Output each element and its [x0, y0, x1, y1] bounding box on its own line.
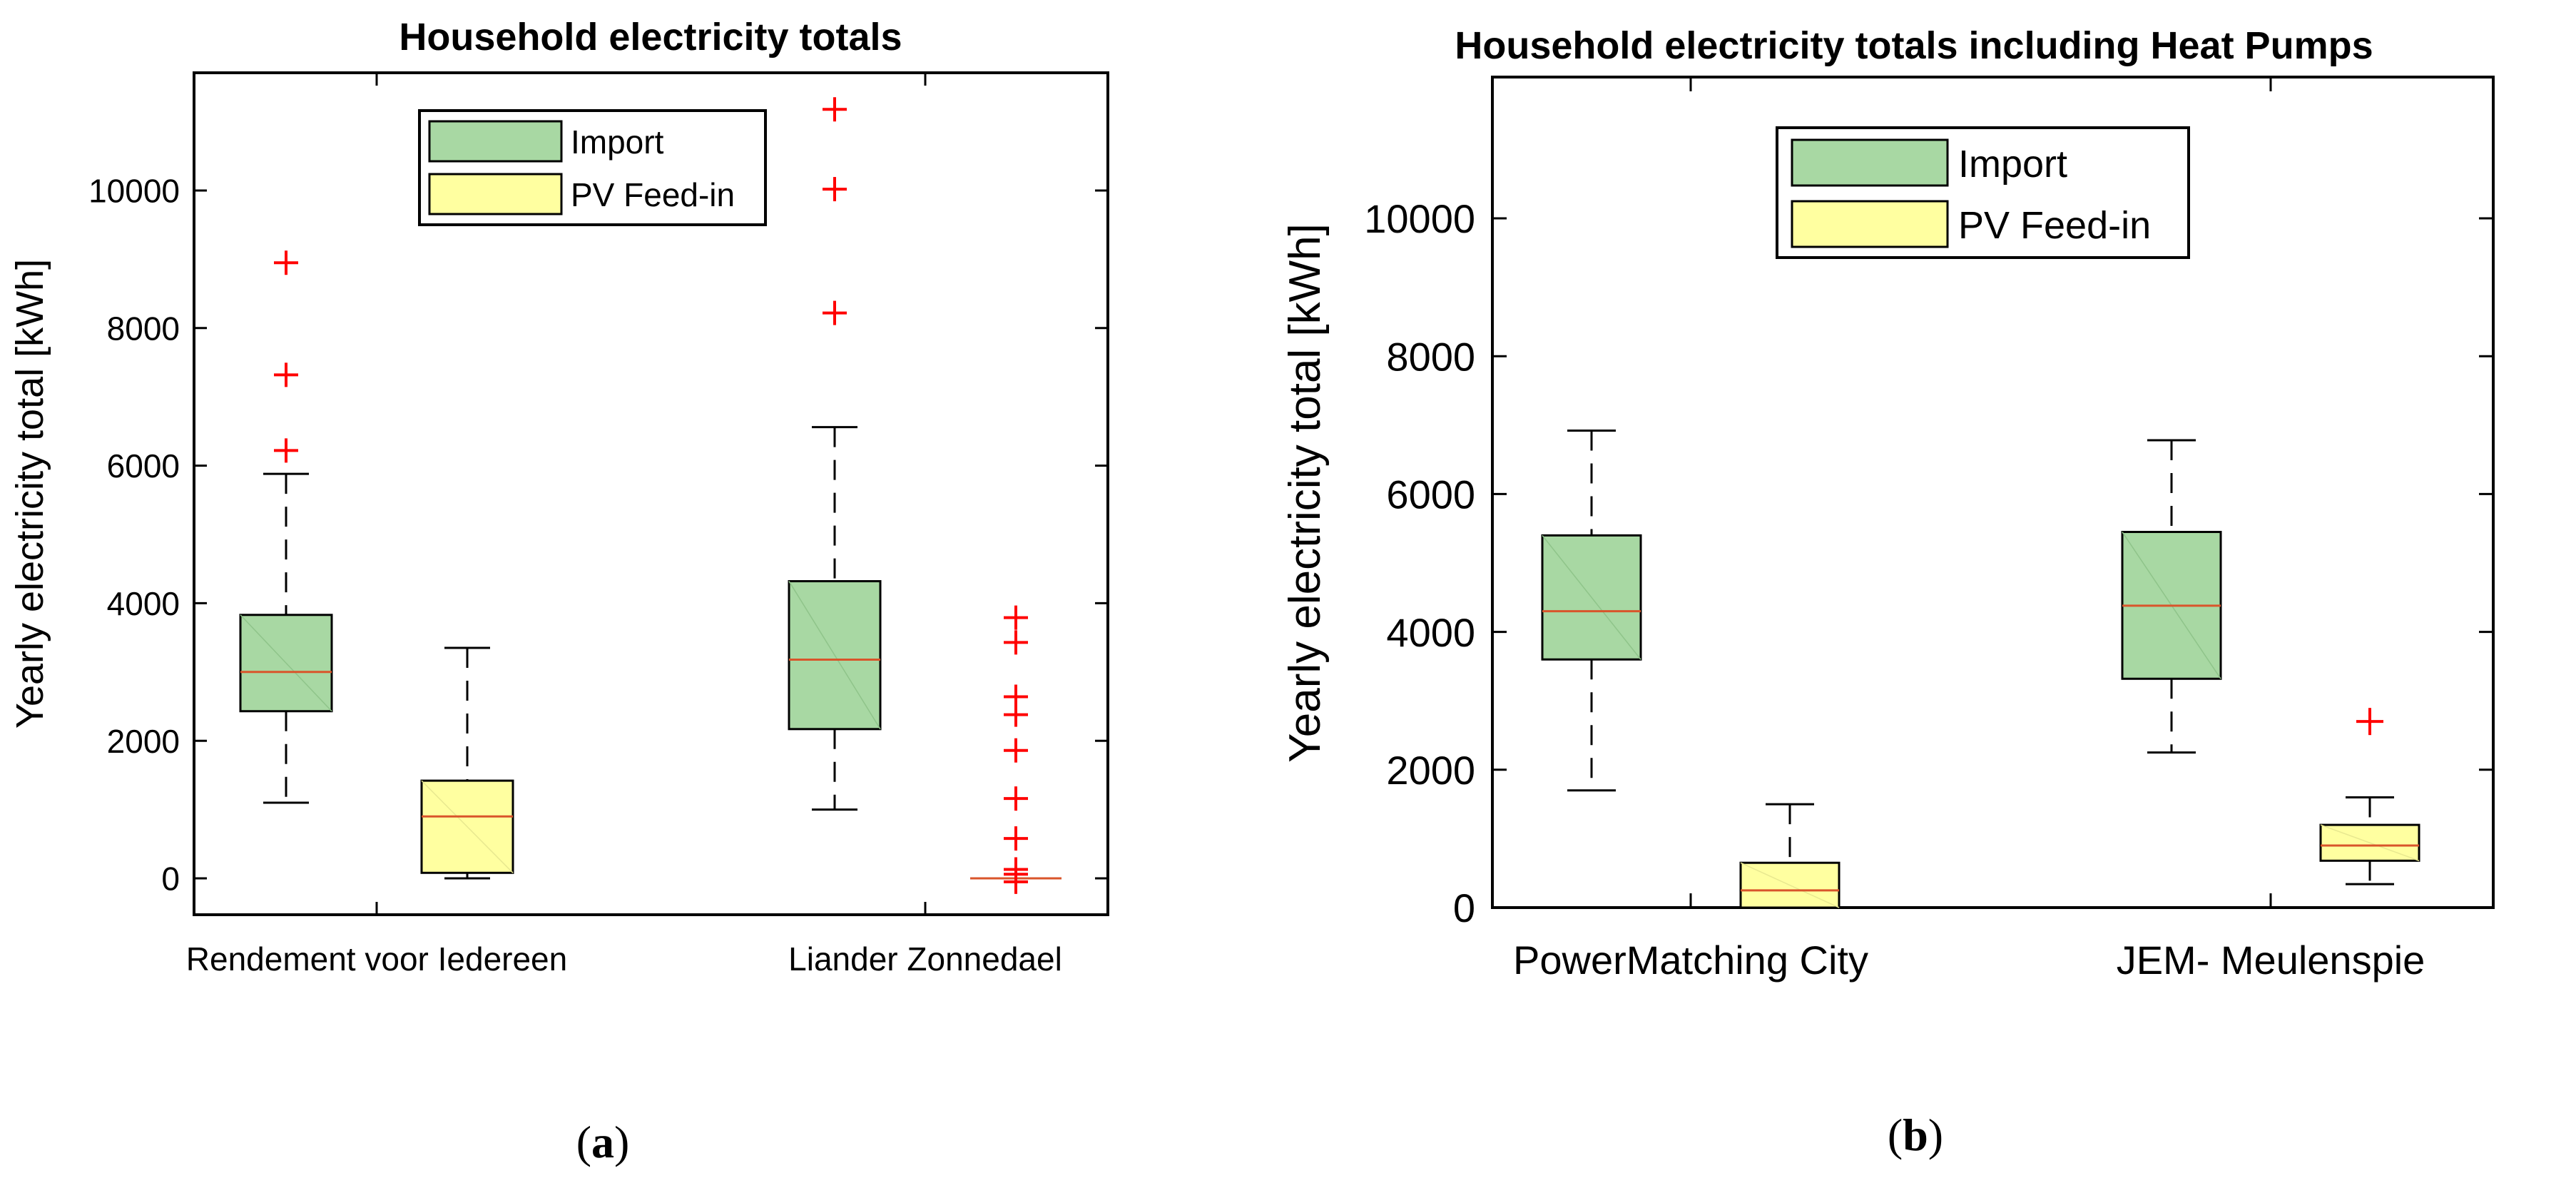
caption-b-close: ) — [1928, 1110, 1943, 1160]
panel-b-import-1-box-diagonal — [1542, 534, 1641, 660]
panel-a-import-1-outlier-2 — [274, 250, 298, 275]
caption-a-letter: a — [591, 1117, 614, 1167]
panel-a-pv-2-outlier-9 — [1004, 605, 1028, 630]
panel-a-pv-2-outlier-3 — [1004, 826, 1028, 851]
panel-a-legend-import-swatch — [428, 120, 563, 163]
panel-b-pv-2-box-diagonal — [2320, 824, 2420, 862]
panel-a-pv-2-outlier-4 — [1004, 786, 1028, 811]
panel-b-y-tick-labels: 0 2000 4000 6000 8000 10000 — [1364, 196, 1475, 930]
caption-b: (b) — [1888, 1110, 1943, 1160]
panel-b-ytick-label-0: 0 — [1453, 885, 1475, 930]
caption-a-open: ( — [576, 1117, 591, 1167]
panel-a-title: Household electricity totals — [399, 16, 902, 59]
panel-a-import-2-outlier-0 — [823, 300, 847, 325]
panel-b-y-ticks — [1492, 217, 2493, 909]
panel-a-plot-frame — [193, 71, 1109, 916]
panel-a-x-tick-label-1: Rendement voor Iedereen — [186, 940, 567, 978]
panel-a-pv-1-box-diagonal — [421, 780, 514, 873]
panel-b-plot-frame — [1491, 76, 2495, 909]
panel-a-import-2-box-diagonal — [788, 581, 881, 730]
caption-b-open: ( — [1888, 1110, 1903, 1160]
panel-a-pv-2-outlier-5 — [1004, 738, 1028, 763]
panel-b-legend-import-swatch — [1791, 138, 1949, 187]
panel-a-legend-pv-swatch — [428, 173, 563, 215]
panel-a-ytick-label-0: 0 — [161, 861, 180, 898]
panel-b-legend: Import PV Feed-in — [1776, 126, 2190, 259]
panel-b-x-tick-label-1: PowerMatching City — [1513, 938, 1868, 983]
panel-a-pv-2-outlier-2 — [1004, 857, 1028, 882]
panel-b-ytick-label-2: 4000 — [1386, 610, 1475, 655]
panel-b-y-axis-label: Yearly electricity total [kWh] — [1281, 223, 1330, 763]
panel-a-y-axis-label: Yearly electricity total [kWh] — [9, 259, 51, 729]
panel-b-ytick-label-3: 6000 — [1386, 472, 1475, 517]
panel-a-pv-2-outlier-7 — [1004, 684, 1028, 709]
panel-b-pv-1-box-diagonal — [1740, 862, 1840, 908]
panel-a-legend: Import PV Feed-in — [418, 109, 767, 226]
panel-b-ytick-label-4: 8000 — [1386, 334, 1475, 379]
panel-b-pv-2-outlier-0 — [2356, 708, 2383, 736]
panel-a-ytick-label-3: 6000 — [107, 447, 180, 484]
panel-b-boxes — [1541, 430, 2420, 909]
panel-b: Household electricity totals including H… — [1281, 24, 2495, 983]
caption-a: (a) — [576, 1117, 630, 1167]
panel-a-ytick-label-5: 10000 — [88, 173, 180, 210]
panel-b-ytick-label-5: 10000 — [1364, 196, 1475, 241]
caption-b-letter: b — [1903, 1110, 1928, 1160]
panel-a-x-ticks — [375, 73, 927, 915]
panel-b-x-tick-label-2: JEM- Meulenspie — [2117, 938, 2425, 983]
panel-a-ytick-label-1: 2000 — [107, 723, 180, 760]
panel-b-ytick-label-1: 2000 — [1386, 748, 1475, 793]
panel-a-boxes — [239, 97, 1062, 894]
panel-a-import-1-outlier-0 — [274, 438, 298, 463]
panel-a-x-tick-label-2: Liander Zonnedael — [788, 940, 1062, 978]
panel-b-legend-import-label: Import — [1958, 143, 2067, 186]
panel-a-legend-import-label: Import — [571, 123, 664, 161]
panel-a-y-tick-labels: 0 2000 4000 6000 8000 10000 — [88, 173, 180, 898]
panel-b-legend-pv-label: PV Feed-in — [1958, 204, 2151, 247]
caption-a-close: ) — [614, 1117, 629, 1167]
panel-a: Household electricity totals 0 2000 4000 60… — [9, 16, 1109, 978]
panel-a-y-ticks — [194, 189, 1108, 880]
panel-a-ytick-label-4: 8000 — [107, 310, 180, 347]
panel-b-title: Household electricity totals including H… — [1455, 24, 2373, 67]
panel-a-pv-2-outlier-8 — [1004, 630, 1028, 655]
panel-b-legend-pv-swatch — [1791, 200, 1949, 248]
panel-a-import-2-outlier-1 — [823, 177, 847, 202]
panel-b-x-ticks — [1689, 77, 2272, 908]
panel-a-ytick-label-2: 4000 — [107, 585, 180, 622]
panel-a-import-1-outlier-1 — [274, 362, 298, 387]
panel-a-legend-pv-label: PV Feed-in — [571, 176, 735, 213]
panel-a-import-1-box-diagonal — [240, 614, 332, 712]
panel-a-import-2-outlier-2 — [823, 97, 847, 122]
